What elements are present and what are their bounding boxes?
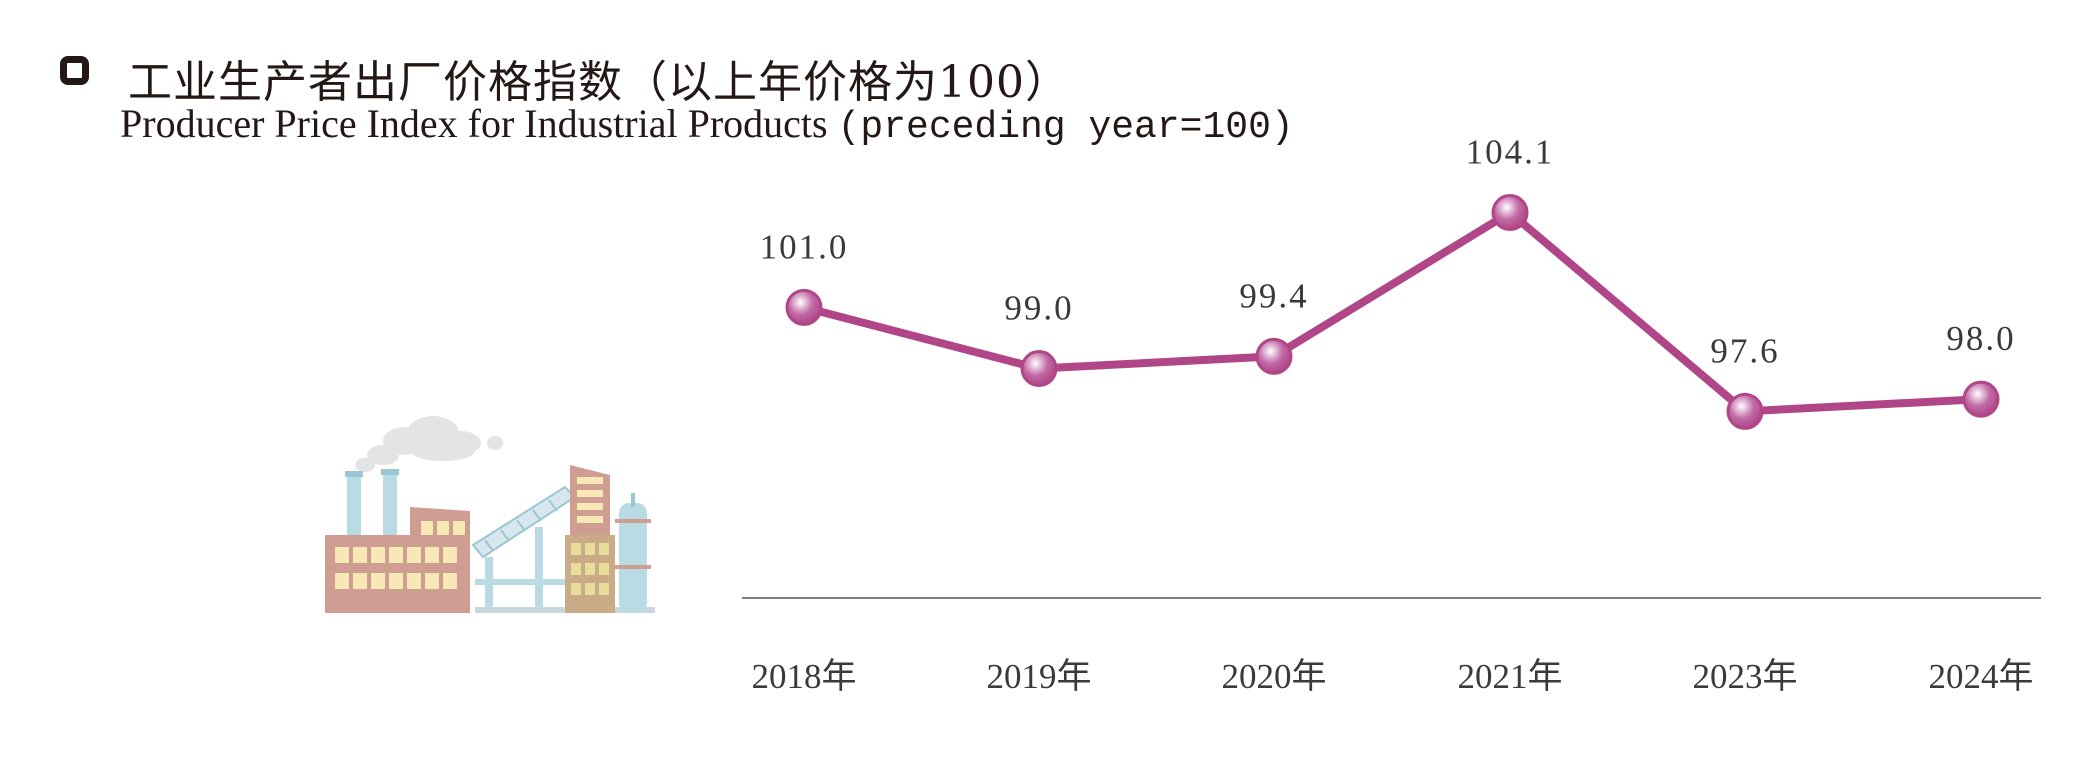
data-label-2020: 99.4	[1239, 276, 1308, 315]
data-label-2018: 101.0	[760, 227, 849, 266]
chart-title-english-paren: (preceding year=100)	[837, 106, 1294, 149]
x-tick-label-2023: 2023年	[1692, 657, 1797, 696]
data-point-2024	[1962, 380, 2000, 418]
x-tick-label-2021: 2021年	[1457, 657, 1562, 696]
x-tick-labels: 2018年 2019年 2020年 2021年 2023年 2024年	[751, 657, 2033, 696]
data-point-2020	[1255, 337, 1293, 375]
data-points	[785, 194, 2000, 430]
data-label-2024: 98.0	[1946, 319, 2015, 358]
data-label-2023: 97.6	[1710, 331, 1779, 370]
x-tick-label-2024: 2024年	[1928, 657, 2033, 696]
data-point-2018	[785, 288, 823, 326]
data-point-2019	[1020, 350, 1058, 388]
data-labels: 101.0 99.0 99.4 104.1 97.6 98.0	[760, 133, 2015, 371]
series-line	[800, 208, 1985, 416]
data-point-2023	[1726, 392, 1764, 430]
data-label-2019: 99.0	[1004, 289, 1073, 328]
x-tick-label-2019: 2019年	[986, 657, 1091, 696]
x-tick-label-2020: 2020年	[1221, 657, 1326, 696]
chart-title-english-main: Producer Price Index for Industrial Prod…	[120, 101, 838, 146]
data-label-2021: 104.1	[1466, 133, 1555, 172]
x-tick-label-2018: 2018年	[751, 657, 856, 696]
factory-icon	[325, 416, 655, 613]
data-point-2021	[1491, 194, 1529, 232]
chart-title-english: Producer Price Index for Industrial Prod…	[120, 100, 1294, 149]
chart-title-chinese: 工业生产者出厂价格指数（以上年价格为100）	[128, 57, 1070, 108]
title-bullet-icon	[60, 56, 89, 85]
